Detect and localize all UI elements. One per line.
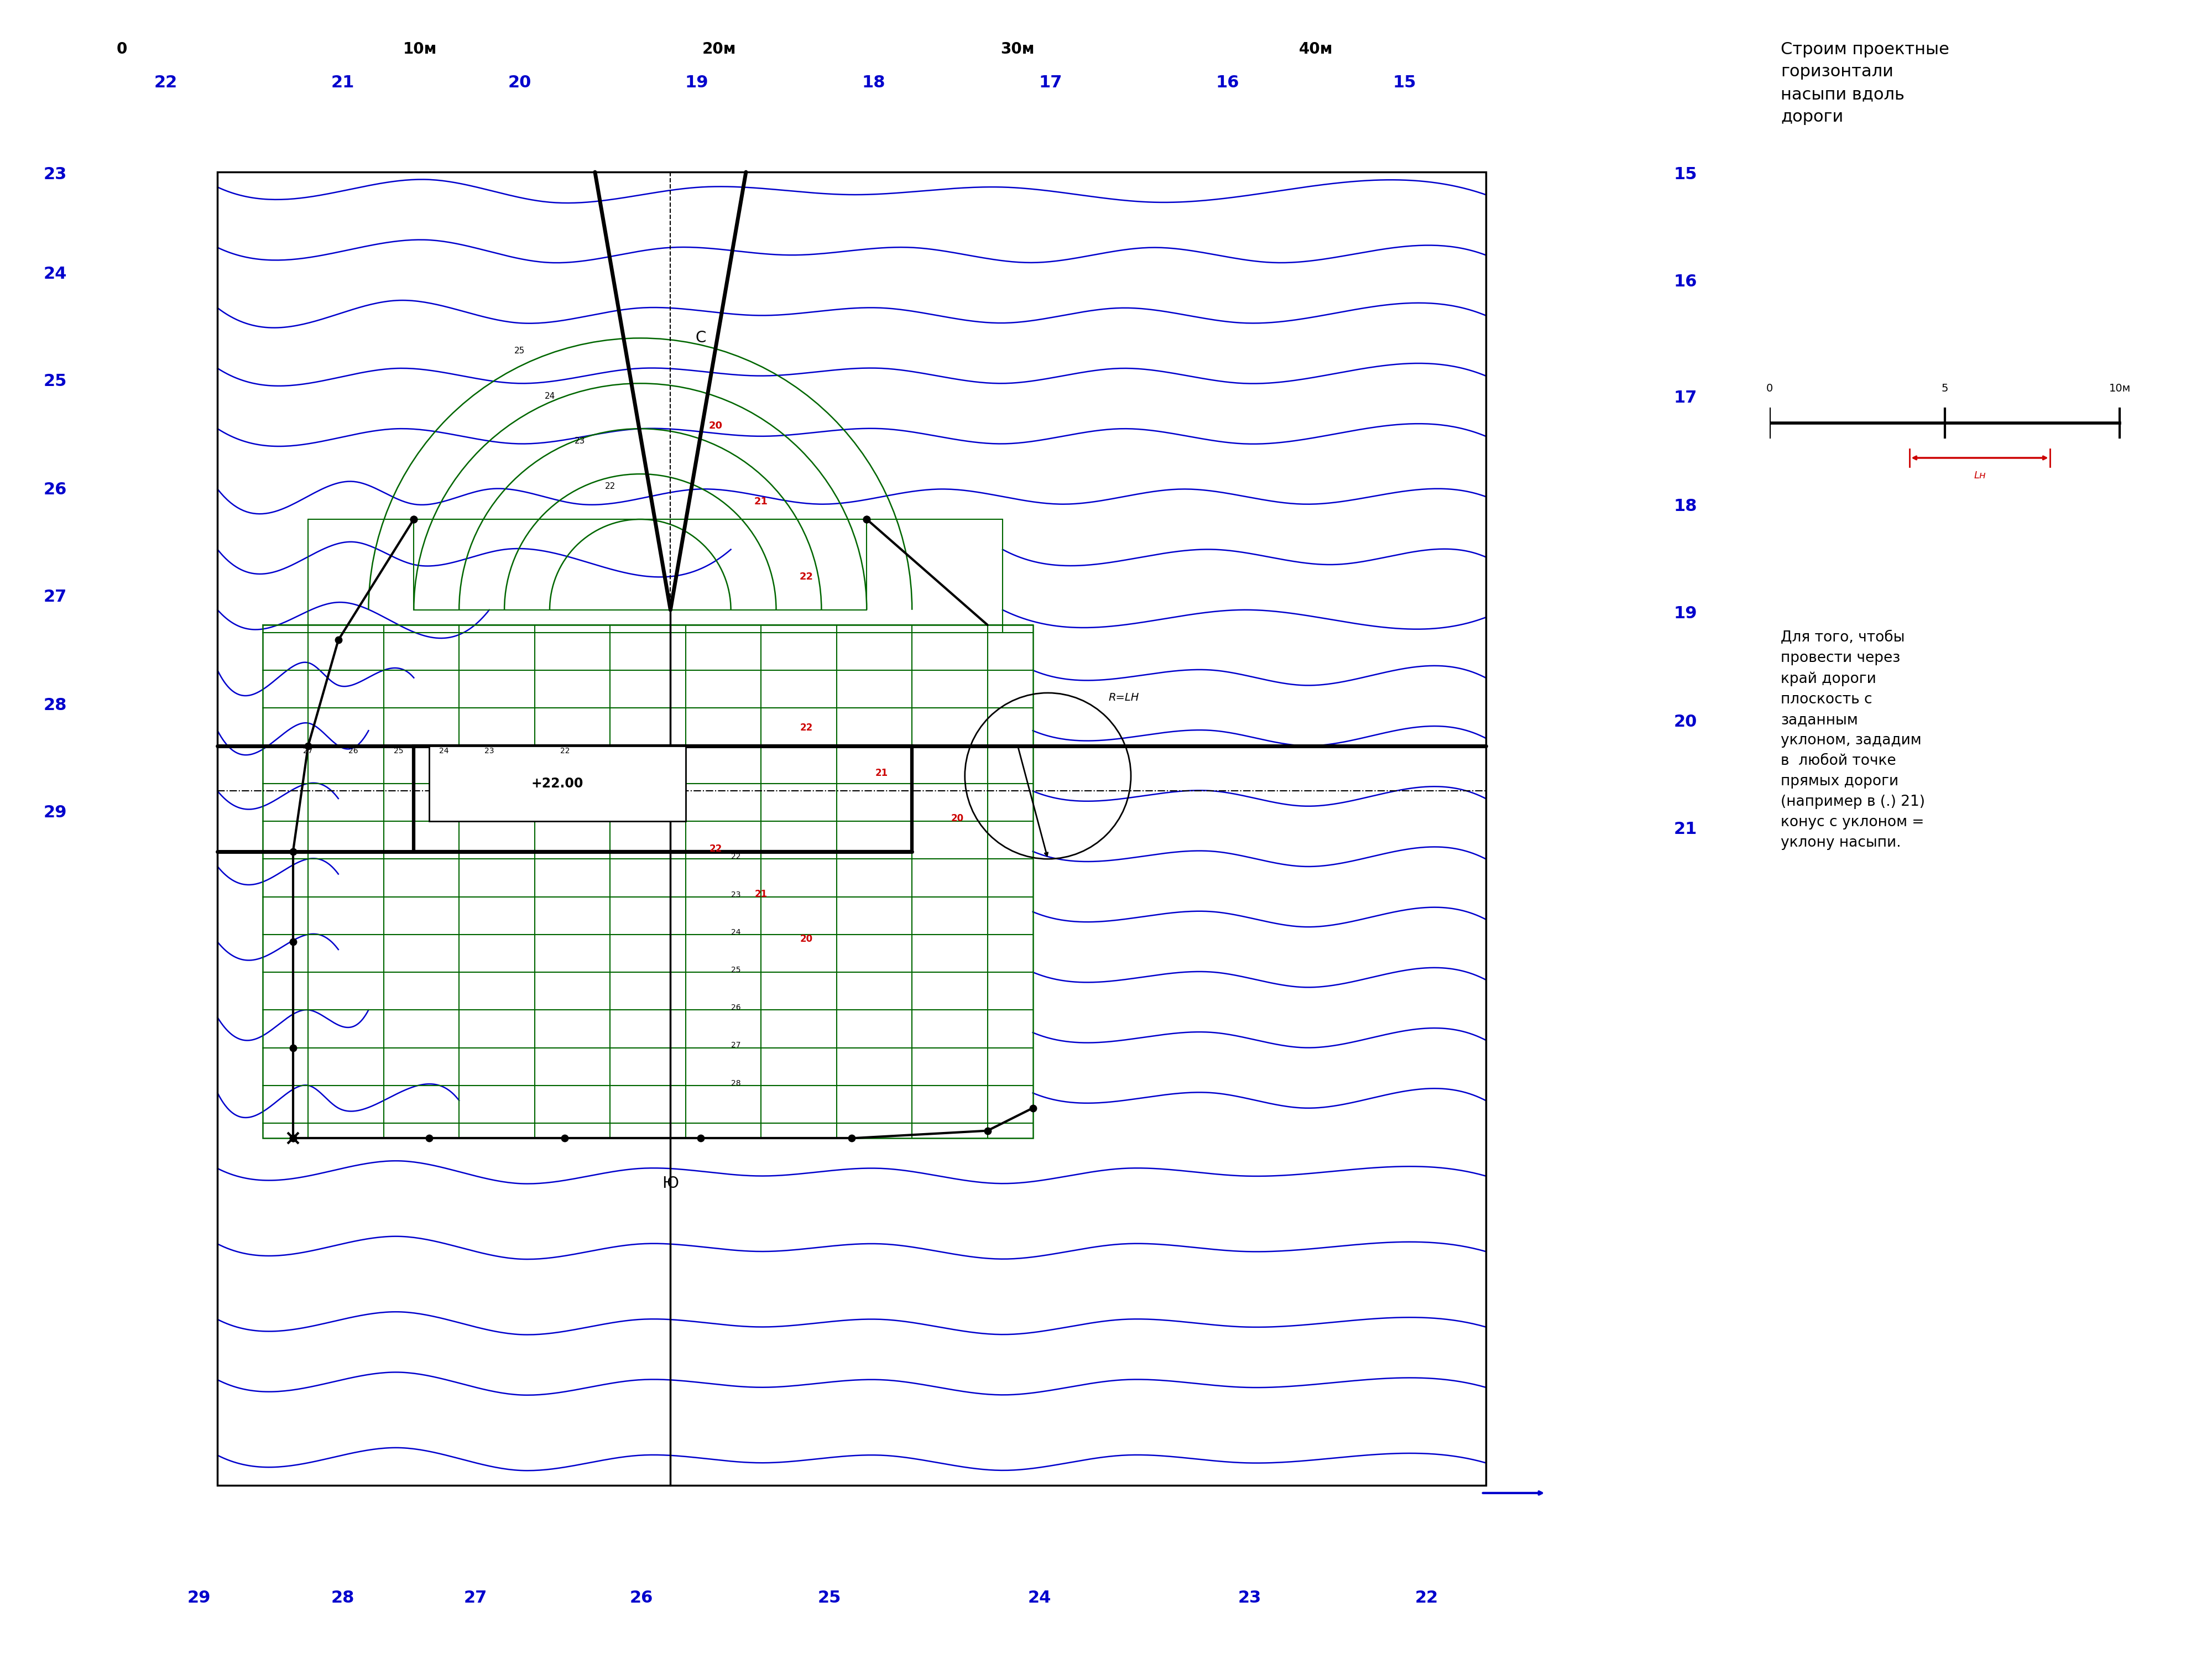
Text: 23: 23	[484, 747, 493, 755]
Text: 0: 0	[1765, 383, 1774, 395]
Text: 19: 19	[1674, 606, 1697, 622]
Text: +22.00: +22.00	[531, 776, 584, 790]
Text: 24: 24	[1029, 1589, 1051, 1606]
Text: 27: 27	[730, 1042, 741, 1050]
Text: 26: 26	[349, 747, 358, 755]
Text: 22: 22	[1416, 1589, 1438, 1606]
Text: 15: 15	[1674, 166, 1697, 182]
Text: 26: 26	[730, 1004, 741, 1012]
Text: 27: 27	[465, 1589, 487, 1606]
Text: 10м: 10м	[2108, 383, 2130, 395]
Text: 26: 26	[630, 1589, 653, 1606]
Text: 20: 20	[708, 421, 723, 431]
Text: 28: 28	[332, 1589, 354, 1606]
Text: 5: 5	[1942, 383, 1949, 395]
Text: Для того, чтобы
провести через
край дороги
плоскость с
заданным
уклоном, зададим: Для того, чтобы провести через край доро…	[1781, 630, 1924, 849]
Text: 21: 21	[1674, 821, 1697, 838]
Text: 15: 15	[1394, 75, 1416, 91]
Text: 25: 25	[818, 1589, 841, 1606]
Text: 22: 22	[799, 572, 814, 582]
Text: 21: 21	[332, 75, 354, 91]
Text: 22: 22	[155, 75, 177, 91]
Text: R=LH: R=LH	[1108, 692, 1139, 703]
Bar	[429, 747, 686, 821]
Text: 25: 25	[513, 347, 524, 355]
Text: 20: 20	[801, 934, 812, 944]
Text: 23: 23	[1239, 1589, 1261, 1606]
Text: Ю: Ю	[661, 1176, 679, 1191]
Text: 24: 24	[440, 747, 449, 755]
Bar	[263, 625, 1033, 1138]
Text: 25: 25	[730, 966, 741, 974]
Text: 29: 29	[44, 805, 66, 821]
Text: 23: 23	[730, 891, 741, 899]
Text: 22: 22	[604, 483, 615, 491]
Text: 21: 21	[754, 496, 768, 506]
Text: 20: 20	[1674, 713, 1697, 730]
Text: 28: 28	[44, 697, 66, 713]
Text: 0: 0	[117, 41, 126, 56]
Text: 25: 25	[44, 373, 66, 390]
Text: 26: 26	[44, 481, 66, 498]
Text: 27: 27	[44, 589, 66, 606]
Text: 10м: 10м	[403, 41, 438, 56]
Text: 18: 18	[863, 75, 885, 91]
Text: 29: 29	[188, 1589, 210, 1606]
Text: 40м: 40м	[1298, 41, 1334, 56]
Text: 24: 24	[44, 265, 66, 282]
Text: 20м: 20м	[701, 41, 737, 56]
Text: 25: 25	[394, 747, 403, 755]
Text: 22: 22	[801, 723, 812, 733]
Text: 23: 23	[44, 166, 66, 182]
Text: 24: 24	[730, 929, 741, 936]
Text: 24: 24	[544, 392, 555, 400]
Text: 30м: 30м	[1000, 41, 1035, 56]
Text: 16: 16	[1674, 274, 1697, 290]
Text: 22: 22	[560, 747, 571, 755]
Text: 19: 19	[686, 75, 708, 91]
Text: С: С	[695, 330, 706, 345]
Text: 22: 22	[710, 844, 721, 854]
Text: 21: 21	[754, 889, 768, 899]
Text: 27: 27	[303, 747, 312, 755]
Bar	[414, 747, 911, 851]
Text: 23: 23	[575, 438, 586, 446]
Text: 17: 17	[1040, 75, 1062, 91]
Text: 22: 22	[730, 853, 741, 861]
Text: 20: 20	[951, 813, 964, 823]
Text: Lн: Lн	[1973, 471, 1986, 481]
Text: 20: 20	[509, 75, 531, 91]
Text: 17: 17	[1674, 390, 1697, 406]
Bar	[217, 173, 1486, 1485]
Text: 28: 28	[730, 1080, 741, 1087]
Text: Строим проектные
горизонтали
насыпи вдоль
дороги: Строим проектные горизонтали насыпи вдол…	[1781, 41, 1949, 124]
Text: 18: 18	[1674, 498, 1697, 514]
Text: 16: 16	[1217, 75, 1239, 91]
Bar	[414, 519, 867, 611]
Text: 21: 21	[876, 768, 889, 778]
